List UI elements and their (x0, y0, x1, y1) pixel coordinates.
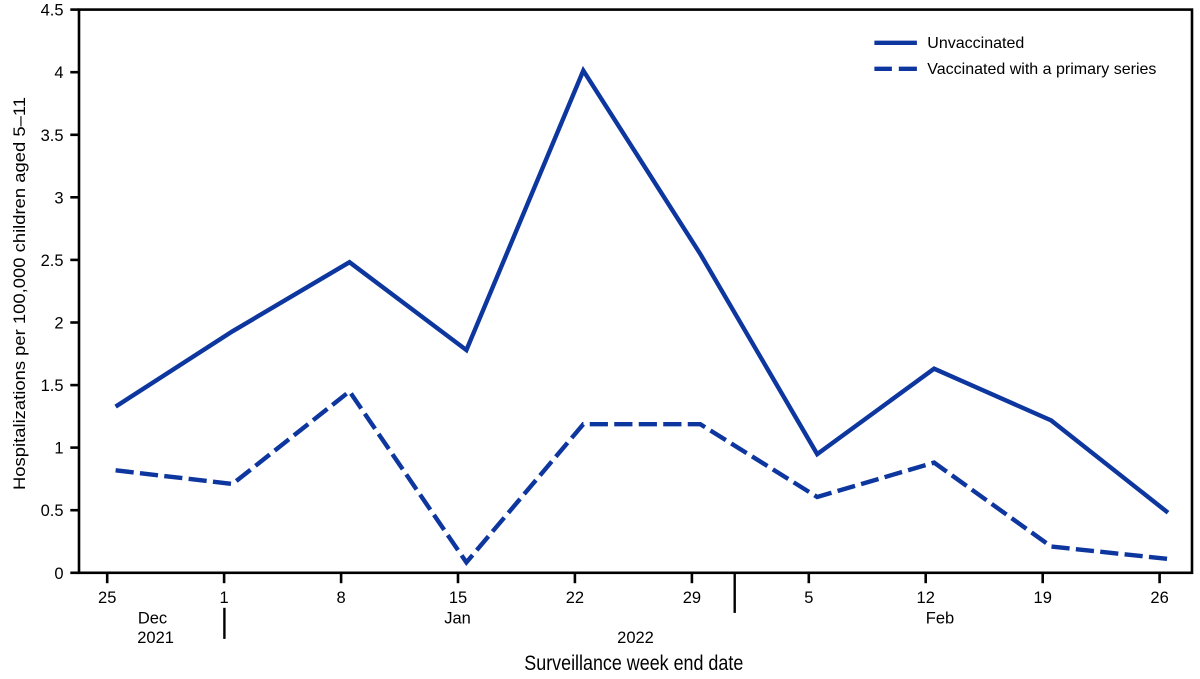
svg-text:8: 8 (337, 589, 346, 607)
svg-text:26: 26 (1150, 589, 1168, 607)
svg-text:Dec: Dec (138, 610, 167, 628)
svg-text:1: 1 (54, 440, 63, 458)
svg-text:2022: 2022 (617, 629, 654, 647)
svg-text:Hospitalizations per 100,000 c: Hospitalizations per 100,000 children ag… (11, 97, 29, 490)
svg-text:1.5: 1.5 (41, 377, 64, 395)
svg-text:4: 4 (54, 64, 63, 82)
svg-text:12: 12 (917, 589, 935, 607)
svg-text:3: 3 (54, 189, 63, 207)
svg-text:2: 2 (54, 315, 63, 333)
svg-text:2.5: 2.5 (41, 252, 64, 270)
svg-text:Unvaccinated: Unvaccinated (927, 35, 1024, 52)
svg-text:2021: 2021 (137, 629, 174, 647)
svg-text:0: 0 (54, 565, 63, 583)
svg-text:19: 19 (1034, 589, 1052, 607)
svg-text:4.5: 4.5 (41, 2, 64, 20)
svg-text:Vaccinated with a primary seri: Vaccinated with a primary series (927, 61, 1156, 78)
svg-text:29: 29 (683, 589, 701, 607)
svg-text:1: 1 (220, 589, 229, 607)
svg-text:0.5: 0.5 (41, 502, 64, 520)
svg-text:Jan: Jan (444, 610, 471, 628)
svg-text:Surveillance week end date: Surveillance week end date (524, 652, 743, 675)
svg-text:Feb: Feb (926, 610, 954, 628)
svg-text:25: 25 (98, 589, 116, 607)
svg-text:5: 5 (804, 589, 813, 607)
svg-text:22: 22 (566, 589, 584, 607)
svg-text:3.5: 3.5 (41, 127, 64, 145)
svg-text:15: 15 (449, 589, 467, 607)
